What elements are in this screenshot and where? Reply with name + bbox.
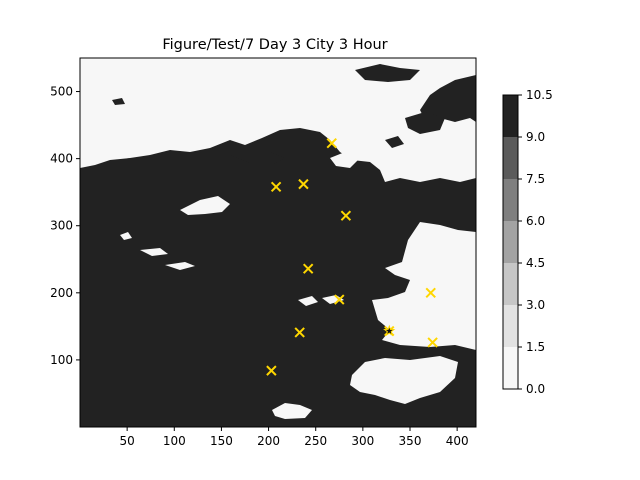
low-value-region: [180, 196, 230, 215]
plot-frame: [79, 57, 477, 428]
city-marker: [302, 263, 314, 274]
high-value-region: [112, 98, 125, 105]
low-value-region: [350, 356, 458, 404]
colorbar-tick-label: 3.0: [526, 298, 545, 312]
colorbar-tick-label: 7.5: [526, 172, 545, 186]
city-markers: [266, 137, 438, 376]
city-marker: [427, 337, 438, 348]
plot-area: [79, 57, 477, 428]
city-marker: [425, 287, 436, 299]
y-tick-label: 500: [50, 85, 73, 99]
low-value-region: [330, 152, 358, 168]
colorbar-tick-label: 10.5: [526, 88, 553, 102]
colorbar-band: [503, 137, 518, 179]
city-marker: [294, 327, 305, 338]
low-value-region: [80, 58, 476, 182]
x-tick-label: 350: [399, 434, 422, 448]
x-tick-label: 300: [351, 434, 374, 448]
x-tick-label: 100: [163, 434, 186, 448]
city-marker: [298, 178, 309, 190]
city-marker: [266, 365, 277, 376]
colorbar-tick-label: 0.0: [526, 382, 545, 396]
low-value-region: [140, 248, 168, 256]
colorbar-tick-label: 9.0: [526, 130, 545, 144]
colorbar-band: [503, 179, 518, 221]
x-tick-label: 150: [210, 434, 233, 448]
city-marker: [326, 137, 337, 149]
y-tick-label: 400: [50, 152, 73, 166]
city-marker: [340, 210, 352, 221]
colorbar-band: [503, 263, 518, 305]
x-tick-label: 250: [304, 434, 327, 448]
colorbar-frame: [502, 94, 519, 390]
start-star-marker: [383, 324, 396, 337]
x-tick-label: 400: [446, 434, 469, 448]
low-value-region: [272, 403, 312, 419]
colorbar-band: [503, 221, 518, 263]
low-value-region: [120, 232, 132, 240]
high-value-region: [230, 150, 285, 165]
low-value-region: [372, 222, 476, 350]
chart-title: Figure/Test/7 Day 3 City 3 Hour: [162, 37, 387, 53]
city-marker: [334, 294, 345, 305]
colorbar: 0.0 1.5 3.0 4.5 6.0 7.5 9.0 10.5: [502, 88, 553, 396]
high-value-region: [385, 136, 404, 148]
x-tick-label: 200: [257, 434, 280, 448]
y-tick-label: 200: [50, 286, 73, 300]
y-tick-label: 300: [50, 219, 73, 233]
colorbar-tick-label: 4.5: [526, 256, 545, 270]
colorbar-band: [503, 305, 518, 347]
x-axis: 50 100 150 200 250 300 350 400: [120, 427, 469, 448]
y-tick-label: 100: [50, 353, 73, 367]
colorbar-band: [503, 347, 518, 389]
high-value-region: [355, 64, 420, 82]
low-value-region: [298, 296, 318, 306]
city-marker: [270, 181, 282, 193]
colorbar-tick-label: 6.0: [526, 214, 545, 228]
colorbar-band: [503, 95, 518, 137]
y-axis: 100 200 300 400 500: [50, 85, 80, 367]
low-value-region: [322, 295, 344, 304]
low-value-region: [165, 262, 195, 270]
high-value-region: [405, 112, 445, 134]
colorbar-tick-label: 1.5: [526, 340, 545, 354]
x-tick-label: 50: [120, 434, 135, 448]
